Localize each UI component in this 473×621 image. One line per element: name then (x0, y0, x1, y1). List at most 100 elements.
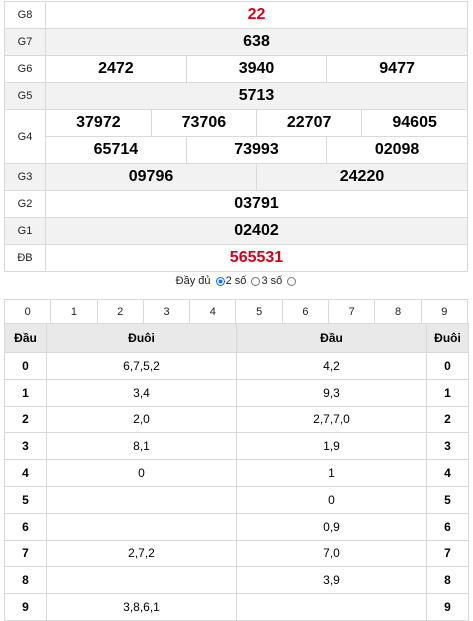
prize-number: 9477 (327, 56, 467, 82)
prize-number: 09796 (46, 164, 257, 190)
header-dau: Đầu (5, 324, 47, 353)
digit-button[interactable]: 8 (375, 300, 421, 325)
head-values: 4,2 (237, 353, 427, 380)
radio-full[interactable] (287, 277, 296, 286)
digit-button[interactable]: 3 (143, 300, 189, 325)
row-head: 0 (5, 353, 47, 380)
row-tail: 0 (427, 353, 469, 380)
row-tail: 7 (427, 540, 469, 567)
row-tail: 8 (427, 567, 469, 594)
row-tail: 9 (427, 594, 469, 621)
prize-label: G3 (5, 164, 46, 191)
row-tail: 3 (427, 433, 469, 460)
head-values: 3,9 (237, 567, 427, 594)
prize-row-g2: G2 03791 (5, 191, 468, 218)
row-tail: 6 (427, 513, 469, 540)
head-values: 0,9 (237, 513, 427, 540)
loto-table: Đầu Đuôi Đầu Đuôi 0 6,7,5,2 4,2 0 1 3,4 9,3 1 2 2… (4, 323, 469, 621)
prize-number: 2472 (46, 56, 186, 82)
digit-filter: 0 1 2 3 4 5 6 7 8 9 (4, 299, 468, 325)
prize-label: G4 (5, 110, 46, 164)
prize-number: 03791 (46, 191, 468, 218)
prize-label: G1 (5, 218, 46, 245)
radio-two-digits[interactable] (216, 277, 225, 286)
prize-label: G6 (5, 56, 46, 83)
digit-button[interactable]: 0 (5, 300, 51, 325)
prize-number: 22707 (257, 110, 362, 136)
tail-values: 6,7,5,2 (47, 353, 237, 380)
digit-button[interactable]: 2 (97, 300, 143, 325)
row-head: 5 (5, 486, 47, 513)
header-dau: Đầu (237, 324, 427, 353)
prize-row-g8: G8 22 (5, 2, 468, 29)
loto-row: 0 6,7,5,2 4,2 0 (5, 353, 469, 380)
head-values: 1,9 (237, 433, 427, 460)
loto-row: 6 0,9 6 (5, 513, 469, 540)
loto-row: 7 2,7,2 7,0 7 (5, 540, 469, 567)
row-tail: 2 (427, 406, 469, 433)
option-two-label[interactable]: 2 số (226, 275, 247, 287)
header-duoi: Đuôi (427, 324, 469, 353)
prize-row-g1: G1 02402 (5, 218, 468, 245)
prize-row-g6: G6 2472 3940 9477 (5, 56, 468, 83)
display-options: Đầy đủ 2 số 3 số (0, 275, 473, 287)
prize-cell: 2472 3940 9477 (46, 56, 468, 83)
digit-button[interactable]: 5 (236, 300, 282, 325)
prize-number: 94605 (362, 110, 467, 136)
prize-label: ĐB (5, 245, 46, 272)
loto-row: 1 3,4 9,3 1 (5, 379, 469, 406)
prize-label: G2 (5, 191, 46, 218)
digit-button[interactable]: 7 (329, 300, 375, 325)
head-values: 7,0 (237, 540, 427, 567)
tail-values (47, 567, 237, 594)
loto-row: 8 3,9 8 (5, 567, 469, 594)
prize-number: 22 (46, 2, 468, 29)
row-head: 2 (5, 406, 47, 433)
row-head: 7 (5, 540, 47, 567)
digit-button[interactable]: 6 (282, 300, 328, 325)
prize-cell: 37972 73706 22707 94605 65714 73993 0209… (46, 110, 468, 164)
head-values (237, 594, 427, 621)
radio-three-digits[interactable] (251, 277, 260, 286)
prize-row-g5: G5 5713 (5, 83, 468, 110)
tail-values: 3,8,6,1 (47, 594, 237, 621)
row-tail: 1 (427, 379, 469, 406)
loto-row: 9 3,8,6,1 9 (5, 594, 469, 621)
option-three-label[interactable]: 3 số (261, 275, 282, 287)
head-values: 1 (237, 460, 427, 487)
prize-number: 638 (46, 29, 468, 56)
prize-row-g4: G4 37972 73706 22707 94605 65714 73993 0… (5, 110, 468, 164)
row-head: 1 (5, 379, 47, 406)
prize-number: 24220 (257, 164, 468, 190)
prize-row-db: ĐB 565531 (5, 245, 468, 272)
row-head: 4 (5, 460, 47, 487)
head-values: 2,7,7,0 (237, 406, 427, 433)
prize-number: 37972 (46, 110, 151, 136)
tail-values: 0 (47, 460, 237, 487)
row-head: 3 (5, 433, 47, 460)
results-table: G8 22 G7 638 G6 2472 3940 9477 G5 5713 G… (4, 1, 468, 272)
digit-button[interactable]: 9 (421, 300, 467, 325)
prize-number: 65714 (46, 137, 186, 164)
digit-button[interactable]: 4 (190, 300, 236, 325)
prize-number: 73993 (186, 137, 326, 164)
prize-number: 5713 (46, 83, 468, 110)
prize-row-g3: G3 09796 24220 (5, 164, 468, 191)
loto-row: 3 8,1 1,9 3 (5, 433, 469, 460)
prize-row-g7: G7 638 (5, 29, 468, 56)
tail-values: 3,4 (47, 379, 237, 406)
prize-label: G8 (5, 2, 46, 29)
tail-values (47, 513, 237, 540)
prize-label: G7 (5, 29, 46, 56)
row-head: 6 (5, 513, 47, 540)
prize-cell: 09796 24220 (46, 164, 468, 191)
head-values: 9,3 (237, 379, 427, 406)
tail-values: 8,1 (47, 433, 237, 460)
option-full-label[interactable]: Đầy đủ (176, 275, 211, 287)
tail-values: 2,0 (47, 406, 237, 433)
tail-values: 2,7,2 (47, 540, 237, 567)
header-duoi: Đuôi (47, 324, 237, 353)
digit-button[interactable]: 1 (51, 300, 97, 325)
